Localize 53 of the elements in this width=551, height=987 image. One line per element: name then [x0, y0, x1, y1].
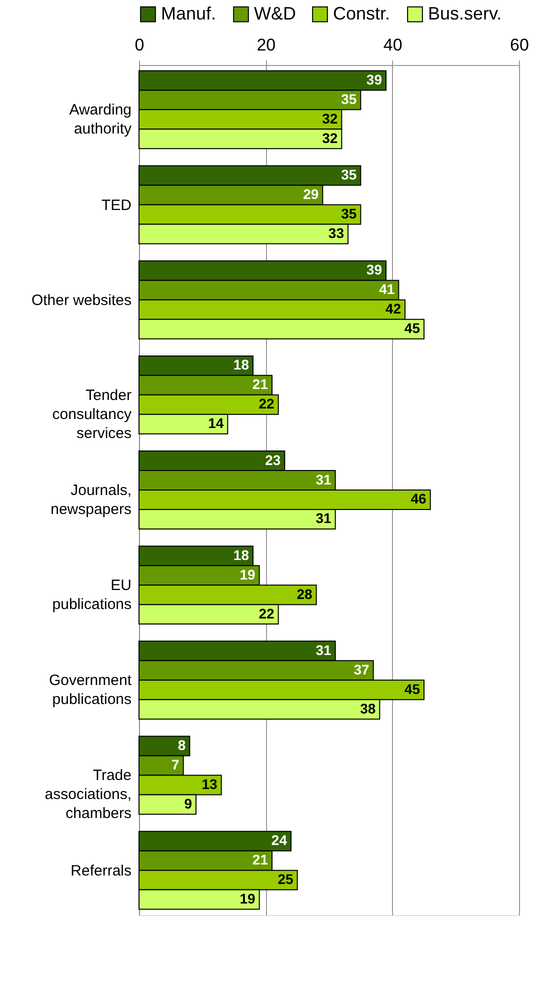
data-label: 33	[328, 225, 344, 241]
data-label: 35	[341, 90, 357, 107]
legend-label: W&D	[254, 3, 296, 24]
data-label: 38	[360, 700, 376, 716]
y-tick-label: Journals, newspapers	[50, 482, 132, 518]
data-label: 32	[322, 110, 338, 126]
data-label: 35	[341, 166, 357, 183]
data-label: 31	[316, 642, 332, 658]
data-label: 28	[296, 586, 313, 602]
data-label: 42	[385, 300, 402, 317]
legend-label: Bus.serv.	[428, 3, 502, 24]
data-label: 41	[379, 281, 395, 298]
data-label: 21	[252, 376, 268, 392]
data-label: 32	[322, 130, 338, 146]
data-label: 31	[316, 510, 332, 526]
data-label: 9	[184, 795, 192, 812]
data-label: 21	[252, 852, 268, 868]
y-tick-label: Referrals	[70, 862, 132, 880]
y-tick-label: Tender consultancy services	[52, 386, 132, 442]
data-label: 8	[178, 737, 186, 753]
data-label: 29	[303, 186, 319, 202]
x-tick-label: 40	[383, 36, 402, 54]
y-tick-label: Government publications	[48, 672, 132, 708]
y-tick-label: Awarding authority	[69, 102, 132, 138]
data-label: 25	[278, 871, 294, 888]
data-label: 14	[208, 415, 224, 432]
data-label: 31	[316, 471, 332, 488]
data-label: 45	[404, 320, 420, 336]
y-tick-label: Other websites	[31, 292, 132, 309]
data-label: 13	[202, 776, 218, 792]
data-label: 39	[366, 71, 382, 88]
data-label: 35	[341, 206, 357, 222]
data-label: 37	[354, 661, 370, 678]
data-label: 7	[172, 756, 180, 772]
data-label: 45	[404, 680, 420, 697]
data-label: 24	[271, 832, 288, 848]
data-label: 19	[240, 566, 256, 582]
data-label: 18	[233, 546, 250, 563]
y-tick-label: EU publications	[52, 577, 132, 614]
data-label: 18	[233, 356, 250, 373]
data-label: 46	[410, 490, 427, 507]
data-label: 39	[366, 262, 382, 278]
data-label: 19	[240, 890, 256, 907]
x-tick-label: 60	[510, 36, 529, 54]
y-tick-label: TED	[102, 196, 132, 214]
y-tick-label: Trade associations, chambers	[44, 767, 132, 822]
x-tick-label: 0	[134, 36, 144, 54]
data-label: 23	[265, 452, 281, 468]
x-tick-label: 20	[256, 36, 276, 54]
legend-label: Constr.	[333, 3, 390, 24]
legend-label: Manuf.	[161, 3, 216, 24]
data-label: 22	[258, 605, 275, 622]
data-label: 22	[258, 396, 275, 412]
